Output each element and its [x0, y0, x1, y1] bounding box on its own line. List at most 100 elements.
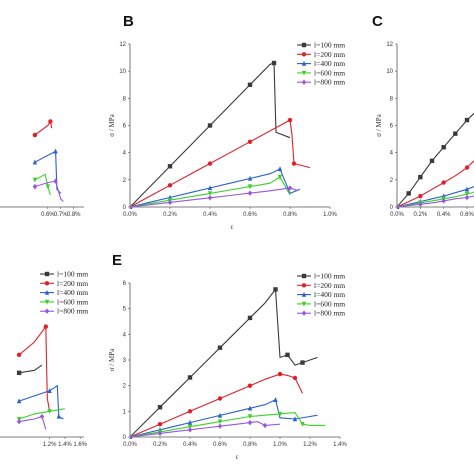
panel-letter-b: B: [123, 13, 134, 30]
data-point: [187, 427, 193, 433]
legend-label: l=100 mm: [314, 41, 345, 50]
legend-marker: [301, 79, 307, 85]
series-line-l400: [130, 168, 301, 208]
data-point: [262, 422, 268, 429]
legend: l=100 mml=200 mml=400 mml=600 mml=800 mm: [297, 41, 345, 87]
plot-area: [16, 324, 65, 430]
y-tick-label: 0: [123, 205, 127, 211]
legend: l=100 mml=200 mml=400 mml=600 mml=800 mm: [40, 270, 88, 316]
x-tick-label: 1.0%: [323, 212, 337, 218]
series-line-l400: [18, 384, 64, 420]
y-axis-title: σ / MPa: [108, 348, 116, 371]
y-tick-label: 4: [123, 151, 127, 157]
legend-marker: [44, 299, 50, 305]
legend-marker: [301, 283, 307, 288]
data-point: [247, 315, 253, 321]
x-tick-label: 1.2%: [303, 442, 317, 448]
series-line-l600: [130, 412, 325, 438]
y-tick-label: 0: [123, 435, 127, 441]
x-axis-title: ε: [231, 223, 234, 231]
data-point: [217, 423, 223, 429]
x-tick-label: 1.0%: [273, 442, 287, 448]
y-tick-label: 3: [123, 358, 127, 364]
data-point: [187, 375, 193, 380]
data-point: [16, 370, 22, 376]
x-tick-label: 0.8%: [283, 212, 297, 218]
y-tick-label: 10: [386, 69, 393, 75]
series-line-l200: [34, 119, 53, 136]
data-point: [157, 430, 163, 437]
legend-label: l=200 mm: [314, 50, 345, 59]
data-point: [187, 409, 193, 414]
series-line-l400: [397, 186, 474, 208]
y-tick-label: 6: [123, 124, 127, 130]
legend: l=100 mml=200 mml=400 mml=600 mml=800 mm: [297, 272, 345, 318]
legend-label: l=200 mm: [57, 279, 88, 288]
data-point: [441, 180, 446, 185]
data-point: [418, 174, 423, 180]
data-point: [187, 419, 193, 425]
legend-marker: [301, 301, 307, 307]
legend-marker: [44, 281, 50, 286]
legend-marker: [301, 70, 307, 76]
data-point: [247, 383, 253, 388]
x-tick-label: 0.6%: [243, 212, 257, 218]
legend-marker: [301, 291, 307, 297]
panel-e: 0 1 2 3 4 5 6 σ / MPa 0.0% 0.2% 0.4% 0.6% 0.8% 1.0% 1.…: [108, 252, 347, 461]
data-point: [287, 185, 293, 191]
x-tick-label: 0.0%: [123, 212, 137, 218]
x-tick-label: 0.8%: [67, 212, 81, 218]
legend-label: l=100 mm: [57, 270, 88, 279]
legend-marker: [301, 60, 307, 66]
data-point: [247, 414, 253, 420]
series-line-l800: [19, 415, 47, 430]
data-point: [247, 82, 253, 87]
legend-label: l=400 mm: [314, 290, 345, 299]
y-tick-label: 1: [123, 409, 127, 415]
legend-marker: [44, 308, 50, 314]
y-tick-label: 4: [390, 151, 394, 157]
plot-area: [32, 119, 64, 202]
data-point: [429, 158, 435, 164]
data-point: [453, 131, 458, 136]
data-point: [285, 352, 290, 358]
data-point: [207, 123, 213, 128]
x-tick-label: 0.7%: [54, 212, 68, 218]
plot-area: [130, 287, 325, 439]
data-point: [217, 345, 223, 350]
data-point: [464, 165, 470, 170]
legend-label: l=400 mm: [314, 59, 345, 68]
series-line-l200: [18, 324, 51, 412]
data-point: [207, 191, 213, 197]
y-axis-title: σ / MPa: [108, 113, 116, 136]
y-axis-title: σ / MPa: [375, 113, 383, 136]
data-point: [217, 396, 223, 401]
data-point: [247, 190, 253, 196]
y-tick-label: 12: [119, 42, 126, 48]
legend-marker: [301, 52, 307, 57]
data-point: [292, 416, 298, 422]
data-point: [247, 184, 253, 190]
series-line-l200: [397, 160, 474, 208]
y-tick-label: 4: [123, 332, 127, 338]
y-tick-label: 12: [386, 42, 393, 48]
series-line-l100: [130, 62, 291, 208]
data-point: [217, 412, 223, 418]
data-point: [464, 194, 470, 201]
data-point: [300, 360, 305, 365]
x-tick-label: 1.6%: [73, 442, 87, 448]
data-point: [273, 287, 278, 292]
series-line-l100: [19, 364, 43, 374]
legend-marker: [44, 289, 50, 295]
data-point: [130, 204, 133, 209]
data-point: [273, 397, 278, 402]
plot-area: [130, 60, 311, 209]
legend-label: l=200 mm: [314, 281, 345, 290]
data-point: [32, 132, 38, 138]
data-point: [464, 186, 470, 192]
data-point: [418, 201, 423, 207]
y-tick-label: 8: [390, 96, 394, 102]
panel-c: 0 2 4 6 8 10 12 σ / MPa 0.0% 0.2% 0.4% 0.6% C: [372, 13, 474, 218]
legend-marker: [301, 310, 307, 316]
data-point: [187, 424, 193, 430]
